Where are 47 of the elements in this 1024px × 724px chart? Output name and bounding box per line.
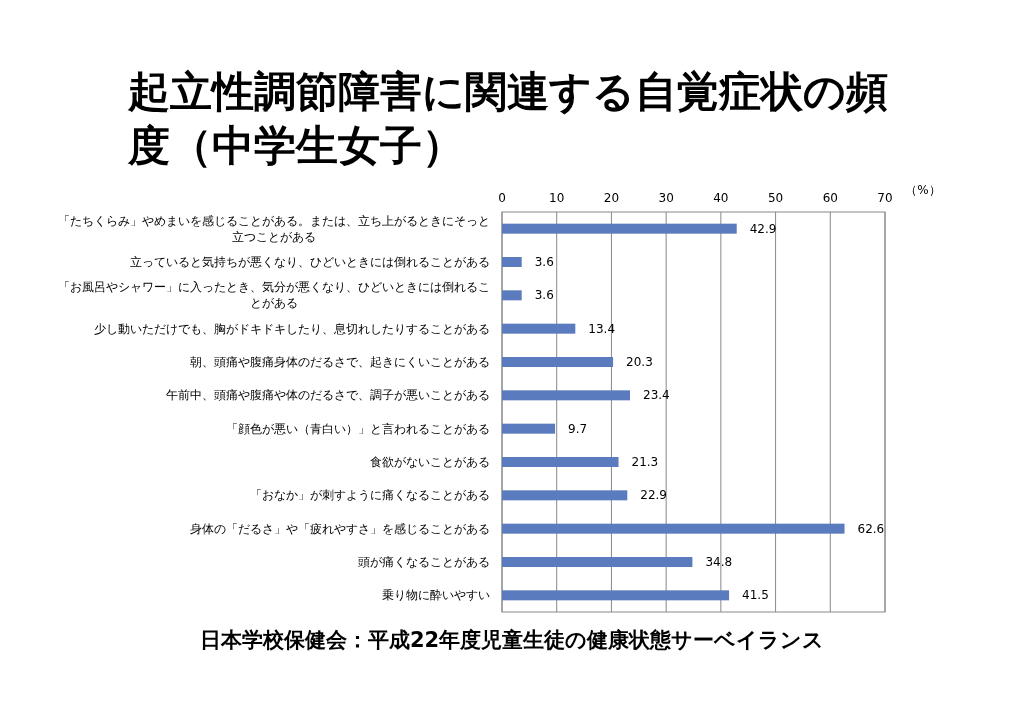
data-label: 20.3 (626, 355, 653, 369)
bar (502, 323, 576, 334)
y-tick-label: 午前中、頭痛や腹痛や体のだるさで、調子が悪いことがある (166, 388, 490, 403)
bar (502, 290, 522, 301)
bar (502, 423, 556, 434)
x-tick-label: 40 (713, 191, 729, 205)
title: 起立性調節障害に関連する自覚症状の頻度（中学生女子） (128, 67, 888, 170)
data-label: 3.6 (534, 288, 554, 303)
y-tick-label: 乗り物に酔いやすい (382, 588, 490, 603)
data-label: 23.4 (643, 388, 670, 403)
x-axis-title: （%） (905, 183, 941, 197)
y-tick-label: 朝、頭痛や腹痛身体のだるさで、起きにくいことがある (190, 355, 490, 369)
data-label: 62.6 (857, 521, 885, 536)
text: 日本学校保健会：平成22年度児童生徒の健康状態サーベイランス (199, 628, 825, 652)
bar (502, 557, 693, 567)
y-tick-label: 立っていると気持ちが悪くなり、ひどいときには倒れることがある (130, 255, 490, 269)
x-tick-label: 30 (658, 191, 674, 205)
y-tick-label: 食欲がないことがある (370, 455, 490, 469)
y-tick-label: 「たちくらみ」やめまいを感じることがある。または、立ち上がるときにそっと立つことがある (58, 213, 490, 244)
data-label: 42.9 (749, 221, 777, 236)
bar (502, 357, 614, 367)
bar (502, 490, 628, 501)
y-tick-label: 「お風呂やシャワー」に入ったとき、気分が悪くなり、ひどいときには倒れることがある (58, 280, 490, 311)
y-tick-label: 身体の「だるさ」や「疲れやすさ」を感じることがある (190, 521, 490, 536)
bar (502, 390, 631, 401)
bar (502, 590, 730, 601)
y-tick-label: 「顔色が悪い（青白い）」と言われることがある (226, 421, 490, 436)
data-label: 13.4 (588, 321, 616, 336)
data-label: 9.7 (568, 421, 588, 436)
x-tick-label: 0 (498, 191, 506, 205)
bar (502, 457, 619, 467)
bar (502, 257, 522, 267)
data-label: 21.3 (631, 455, 659, 469)
data-label: 3.6 (534, 255, 554, 269)
y-tick-label: 「おなか」が刺すように痛くなることがある (250, 488, 490, 503)
x-tick-label: 20 (603, 191, 620, 205)
data-label: 41.5 (742, 588, 769, 603)
data-label: 34.8 (705, 555, 733, 569)
bar (502, 223, 737, 234)
x-tick-label: 60 (822, 191, 838, 205)
y-tick-label: 頭が痛くなることがある (358, 555, 490, 569)
data-label: 22.9 (640, 488, 668, 503)
x-tick-label: 10 (549, 191, 565, 205)
bar (502, 523, 845, 534)
x-tick-label: 70 (877, 191, 893, 205)
x-tick-label: 50 (767, 191, 784, 205)
y-tick-label: 少し動いただけでも、胸がドキドキしたり、息切れしたりすることがある (94, 321, 490, 336)
